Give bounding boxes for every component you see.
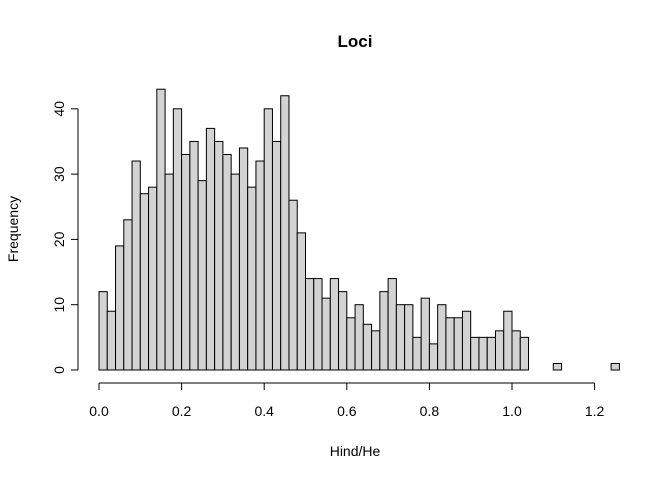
histogram-bar bbox=[172, 108, 183, 371]
histogram-bar bbox=[123, 219, 133, 371]
histogram-bar bbox=[379, 291, 389, 371]
x-tick-label: 1.0 bbox=[502, 403, 522, 419]
bars-group bbox=[98, 88, 620, 371]
histogram-bar bbox=[321, 297, 331, 371]
histogram-bar bbox=[461, 310, 472, 371]
histogram-bar bbox=[214, 140, 224, 371]
histogram-bar bbox=[288, 199, 298, 371]
histogram-bar bbox=[486, 336, 496, 371]
histogram-bar bbox=[313, 278, 323, 371]
histogram-bar bbox=[445, 317, 455, 371]
histogram-bar bbox=[338, 291, 348, 371]
histogram-bar bbox=[263, 108, 273, 371]
x-axis-label: Hind/He bbox=[330, 443, 381, 459]
histogram-bar bbox=[346, 317, 356, 371]
histogram-bar bbox=[395, 304, 406, 371]
histogram-bar bbox=[98, 291, 108, 371]
histogram-bar bbox=[453, 317, 463, 371]
histogram-bar bbox=[139, 193, 150, 371]
histogram-bar bbox=[255, 160, 265, 371]
histogram-bar bbox=[412, 336, 422, 371]
x-tick-label: 0.4 bbox=[254, 403, 274, 419]
histogram-bar bbox=[247, 186, 257, 371]
histogram-bar bbox=[511, 330, 521, 371]
histogram-bar bbox=[354, 304, 364, 371]
histogram-bar bbox=[305, 278, 315, 371]
histogram-bar bbox=[503, 310, 513, 371]
x-tick-label: 0.8 bbox=[420, 403, 440, 419]
histogram-bar bbox=[296, 232, 306, 371]
histogram-bar bbox=[494, 330, 505, 371]
histogram-bar bbox=[371, 330, 381, 371]
histogram-bar bbox=[164, 173, 174, 371]
histogram-bar bbox=[470, 336, 480, 371]
histogram-bar bbox=[148, 186, 158, 371]
x-tick-label: 0.0 bbox=[89, 403, 109, 419]
histogram-bar bbox=[181, 154, 191, 371]
histogram-bar bbox=[106, 310, 117, 371]
histogram-bar bbox=[197, 180, 207, 371]
histogram-bar bbox=[189, 140, 199, 371]
x-tick-label: 1.2 bbox=[585, 403, 605, 419]
histogram-bar bbox=[238, 147, 249, 371]
histogram-bar bbox=[156, 88, 166, 371]
histogram-bar bbox=[519, 336, 530, 371]
histogram-bar bbox=[280, 95, 290, 371]
y-axis-label: Frequency bbox=[5, 196, 21, 262]
histogram-bar bbox=[230, 173, 240, 371]
histogram-bar bbox=[329, 278, 340, 371]
histogram-bar bbox=[552, 362, 563, 371]
y-tick-label: 0 bbox=[51, 366, 67, 374]
histogram-bar bbox=[437, 304, 447, 371]
y-tick-label: 10 bbox=[51, 297, 67, 313]
histogram-bar bbox=[222, 154, 232, 371]
chart-title: Loci bbox=[338, 32, 373, 51]
histogram-bar bbox=[205, 127, 216, 371]
histogram-bar bbox=[404, 304, 414, 371]
y-tick-label: 20 bbox=[51, 231, 67, 247]
x-axis: 0.0 0.2 0.4 0.6 0.8 1.0 1.2 bbox=[89, 382, 605, 419]
x-tick-label: 0.2 bbox=[172, 403, 192, 419]
histogram-bar bbox=[610, 362, 620, 371]
histogram-bar bbox=[478, 336, 488, 371]
x-tick-label: 0.6 bbox=[337, 403, 357, 419]
histogram-bar bbox=[131, 160, 141, 371]
histogram-bar bbox=[387, 278, 397, 371]
y-tick-label: 40 bbox=[51, 101, 67, 117]
histogram-bar bbox=[362, 323, 373, 371]
y-tick-label: 30 bbox=[51, 166, 67, 182]
y-axis: 0 10 20 30 40 bbox=[51, 101, 79, 374]
histogram-bar bbox=[428, 343, 439, 371]
histogram-bar bbox=[271, 140, 282, 371]
histogram-bar bbox=[420, 297, 430, 371]
histogram-bar bbox=[115, 245, 125, 371]
